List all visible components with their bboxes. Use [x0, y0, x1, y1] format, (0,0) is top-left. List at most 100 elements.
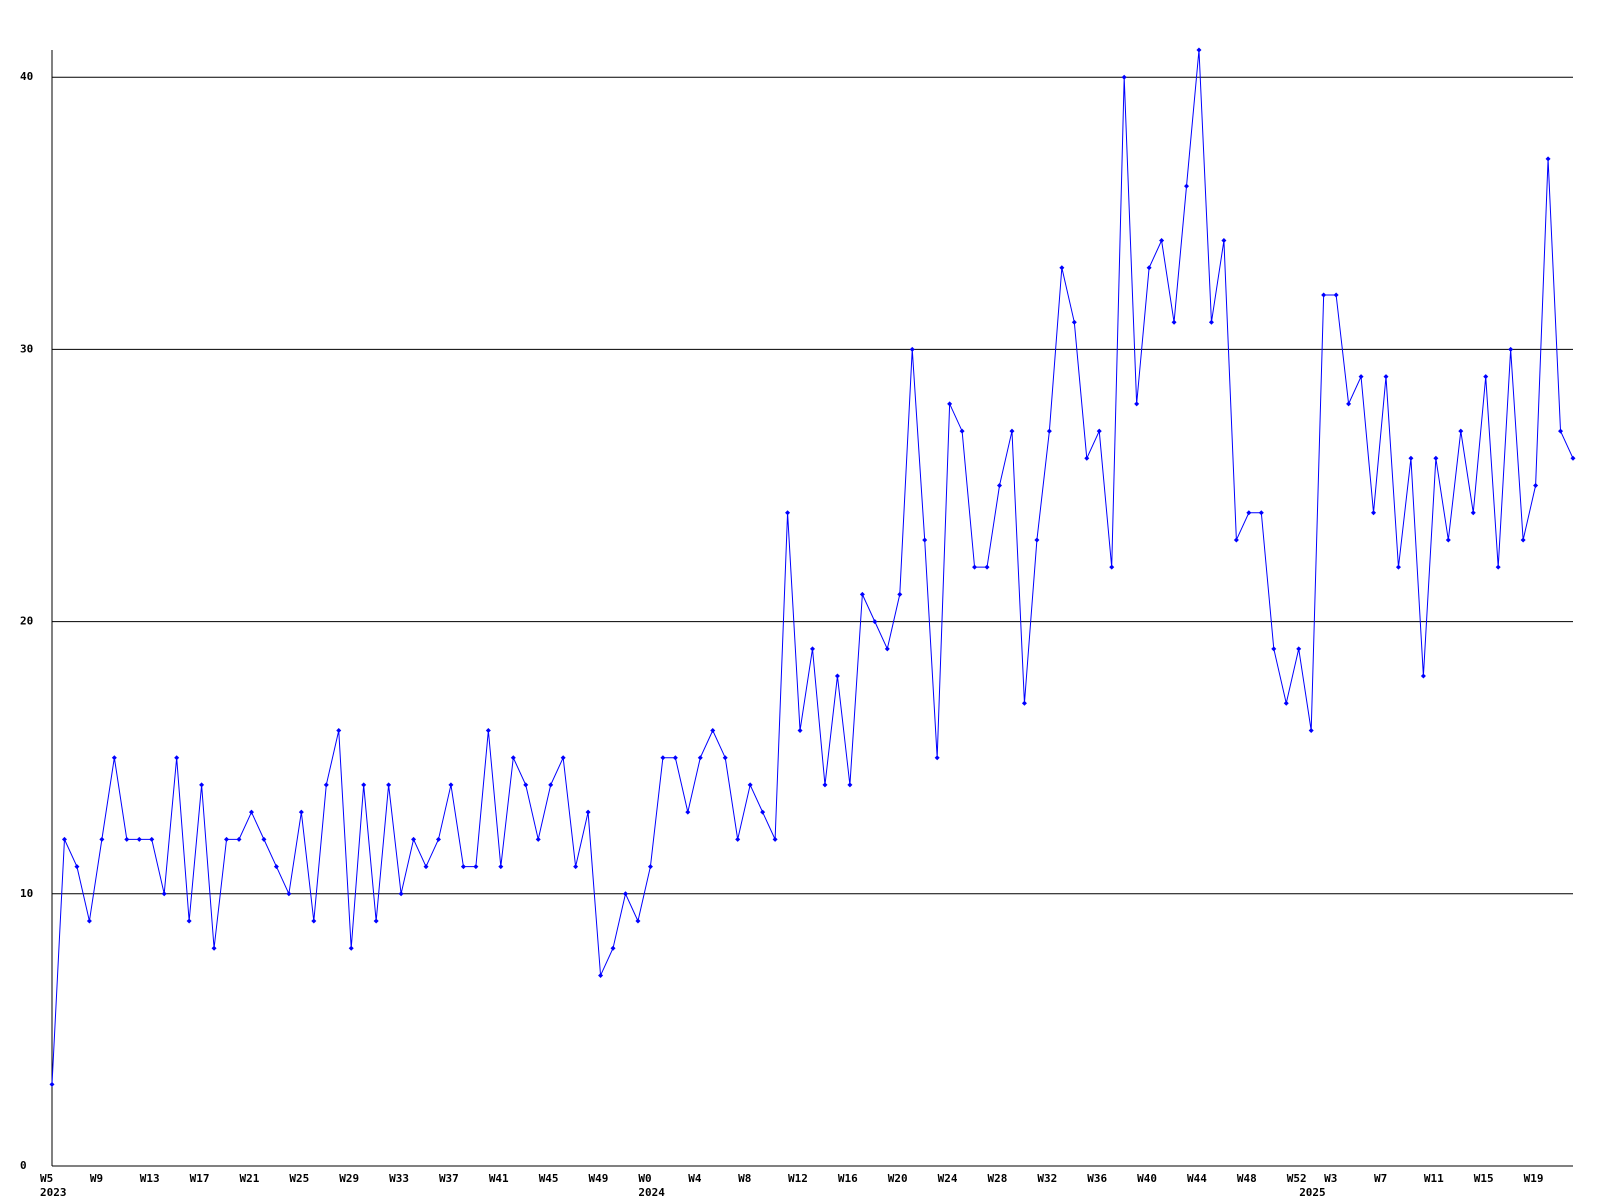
data-point	[186, 918, 192, 924]
data-point	[1059, 265, 1065, 271]
data-point	[1283, 700, 1289, 706]
data-point	[1371, 510, 1377, 516]
x-tick-label: W48	[1237, 1172, 1257, 1185]
data-point	[261, 836, 267, 842]
data-point	[211, 945, 217, 951]
data-point	[1171, 319, 1177, 325]
x-tick-label: W20	[888, 1172, 908, 1185]
data-point	[797, 727, 803, 733]
data-point	[785, 510, 791, 516]
data-point	[735, 836, 741, 842]
data-point	[573, 864, 579, 870]
data-point	[1483, 374, 1489, 380]
data-point	[560, 755, 566, 761]
data-point	[1221, 238, 1227, 244]
x-tick-label: W40	[1137, 1172, 1157, 1185]
x-tick-label: W44	[1187, 1172, 1207, 1185]
data-point	[448, 782, 454, 788]
x-year-label: 2024	[638, 1186, 665, 1199]
data-point	[236, 836, 242, 842]
data-point	[1470, 510, 1476, 516]
data-point	[1084, 455, 1090, 461]
data-point	[161, 891, 167, 897]
data-point	[897, 591, 903, 597]
data-point	[984, 564, 990, 570]
data-point	[685, 809, 691, 815]
data-point	[273, 864, 279, 870]
data-point	[1458, 428, 1464, 434]
data-point	[1383, 374, 1389, 380]
data-point	[373, 918, 379, 924]
data-point	[1346, 401, 1352, 407]
data-point	[485, 727, 491, 733]
data-point	[348, 945, 354, 951]
data-point	[174, 755, 180, 761]
data-point	[997, 483, 1003, 489]
x-tick-label: W25	[289, 1172, 309, 1185]
data-point	[286, 891, 292, 897]
data-point	[111, 755, 117, 761]
x-year-label: 2025	[1299, 1186, 1326, 1199]
data-point	[1533, 483, 1539, 489]
data-point	[523, 782, 529, 788]
data-point	[460, 864, 466, 870]
data-point	[224, 836, 230, 842]
x-tick-label: W16	[838, 1172, 858, 1185]
data-point	[398, 891, 404, 897]
data-point	[922, 537, 928, 543]
data-point	[323, 782, 329, 788]
x-year-label: 2023	[40, 1186, 67, 1199]
data-point	[411, 836, 417, 842]
data-point	[61, 836, 67, 842]
x-tick-label: W7	[1374, 1172, 1387, 1185]
data-point	[722, 755, 728, 761]
data-point	[660, 755, 666, 761]
data-point	[1258, 510, 1264, 516]
y-tick-label: 20	[20, 615, 33, 628]
data-point	[1358, 374, 1364, 380]
data-point	[1208, 319, 1214, 325]
data-point	[1271, 646, 1277, 652]
data-point	[1233, 537, 1239, 543]
x-tick-label: W49	[589, 1172, 609, 1185]
data-point	[535, 836, 541, 842]
data-point	[1445, 537, 1451, 543]
x-tick-label: W19	[1524, 1172, 1544, 1185]
data-point	[947, 401, 953, 407]
data-point	[1146, 265, 1152, 271]
data-point	[136, 836, 142, 842]
data-point	[834, 673, 840, 679]
x-tick-label: W11	[1424, 1172, 1444, 1185]
data-point	[1433, 455, 1439, 461]
y-tick-label: 30	[20, 342, 33, 355]
data-point	[1009, 428, 1015, 434]
x-tick-label: W4	[688, 1172, 702, 1185]
data-point	[1408, 455, 1414, 461]
data-point	[747, 782, 753, 788]
x-tick-label: W33	[389, 1172, 409, 1185]
data-point	[86, 918, 92, 924]
x-tick-label: W36	[1087, 1172, 1107, 1185]
data-point	[884, 646, 890, 652]
x-tick-label: W17	[190, 1172, 210, 1185]
data-point	[548, 782, 554, 788]
data-point	[1508, 346, 1514, 352]
data-point	[672, 755, 678, 761]
data-point	[1121, 74, 1127, 80]
x-tick-label: W12	[788, 1172, 808, 1185]
data-point	[1071, 319, 1077, 325]
data-point	[1321, 292, 1327, 298]
data-point	[909, 346, 915, 352]
x-tick-label: W32	[1037, 1172, 1057, 1185]
x-tick-label: W29	[339, 1172, 359, 1185]
data-point	[473, 864, 479, 870]
data-point	[311, 918, 317, 924]
data-point	[435, 836, 441, 842]
y-tick-label: 40	[20, 70, 33, 83]
data-point	[1034, 537, 1040, 543]
data-point	[423, 864, 429, 870]
x-tick-label: W52	[1287, 1172, 1307, 1185]
data-point	[872, 619, 878, 625]
data-point	[1495, 564, 1501, 570]
data-point	[934, 755, 940, 761]
